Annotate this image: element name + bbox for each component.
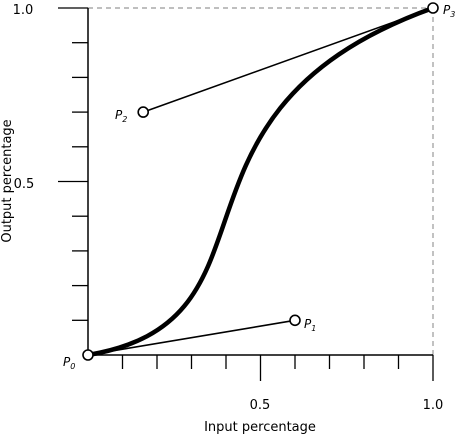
p1-label: P1 (304, 317, 316, 333)
p0-letter: P (63, 355, 71, 369)
control-handles (87, 7, 434, 356)
control-point-p1 (289, 314, 301, 327)
handle-line-p3-p2 (142, 7, 434, 113)
x-tick-label-1: 1.0 (423, 398, 444, 413)
control-point-p3 (427, 2, 439, 14)
y-axis-title: Output percentage (0, 119, 15, 242)
p2-label: P2 (115, 108, 127, 124)
curve-layer (85, 5, 436, 358)
dashed-guides (88, 7, 434, 355)
p2-letter: P (115, 108, 123, 122)
x-tick-label-0: 0.5 (250, 398, 271, 413)
p1-letter: P (304, 317, 312, 331)
y-tick-label-1: 1.0 (13, 3, 34, 18)
p0-index: 0 (70, 362, 75, 371)
y-tick-label-0: 0.5 (14, 177, 35, 192)
handle-line-p0-p1 (87, 319, 296, 356)
control-point-p0 (82, 349, 94, 361)
bezier-curve (85, 5, 436, 358)
x-axis-title: Input percentage (204, 420, 316, 435)
p3-label: P3 (443, 3, 455, 19)
control-point-p2 (137, 106, 149, 118)
p3-letter: P (443, 3, 451, 17)
p1-index: 1 (311, 324, 316, 333)
control-points (82, 2, 439, 361)
p0-label: P0 (63, 355, 75, 371)
axes (58, 7, 434, 381)
p2-index: 2 (122, 115, 127, 124)
p3-index: 3 (450, 10, 455, 19)
